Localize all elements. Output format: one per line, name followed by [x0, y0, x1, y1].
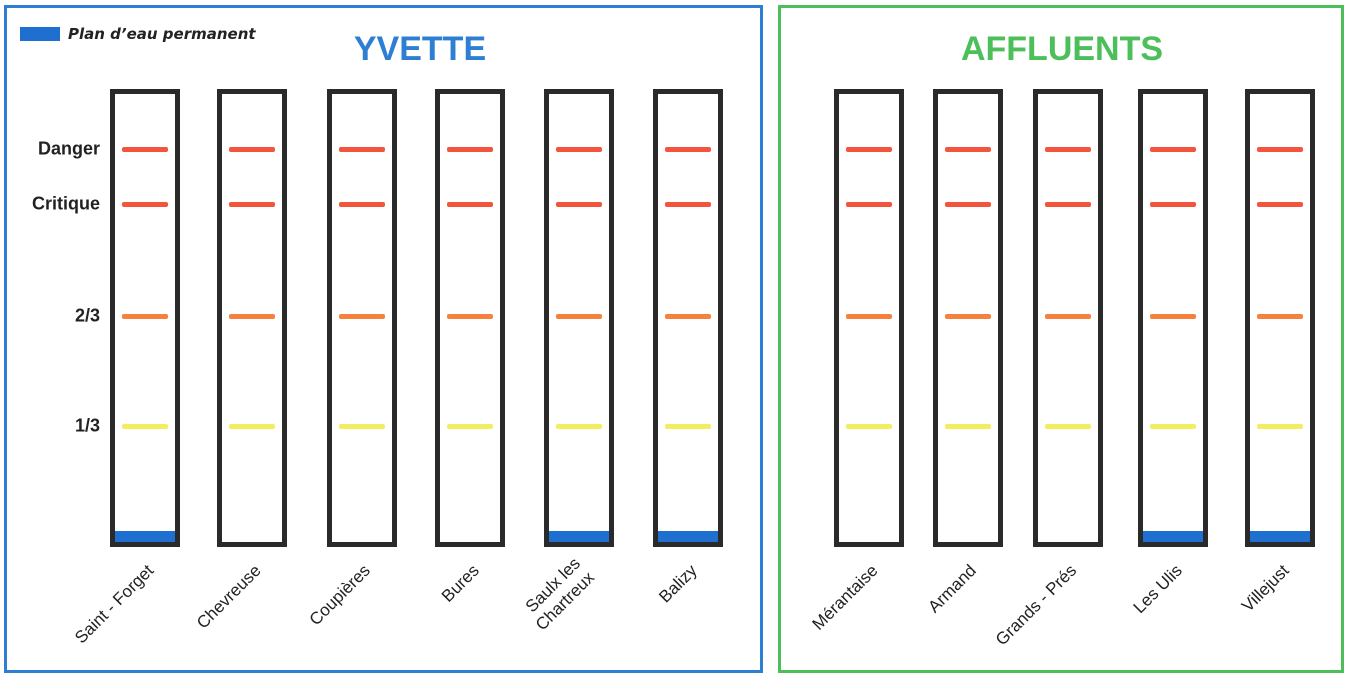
level-mark-deux-tiers	[339, 313, 385, 319]
level-mark-critique	[665, 201, 711, 207]
gauge-coupières	[327, 89, 397, 547]
level-mark-deux-tiers	[665, 313, 711, 319]
permanent-water-fill	[1250, 531, 1310, 542]
level-mark-critique	[1045, 201, 1091, 207]
permanent-water-fill	[115, 531, 175, 542]
level-label-danger: Danger	[37, 138, 100, 159]
level-mark-danger	[945, 147, 991, 153]
level-mark-danger	[1045, 147, 1091, 153]
level-mark-un-tiers	[229, 424, 275, 430]
level-mark-deux-tiers	[945, 313, 991, 319]
level-mark-critique	[1257, 201, 1303, 207]
gauge-saulx-les-chartreux	[544, 89, 614, 547]
yvette-title: YVETTE	[353, 30, 487, 68]
permanent-water-fill	[1143, 531, 1203, 542]
affluents-title: AFFLUENTS	[960, 30, 1164, 68]
level-mark-danger	[1150, 147, 1196, 153]
level-mark-danger	[665, 147, 711, 153]
level-mark-deux-tiers	[1150, 313, 1196, 319]
level-mark-danger	[229, 147, 275, 153]
permanent-water-fill	[658, 531, 718, 542]
permanent-water-swatch	[20, 27, 60, 41]
level-mark-un-tiers	[447, 424, 493, 430]
legend: Plan d’eau permanent	[20, 24, 256, 44]
level-mark-un-tiers	[1257, 424, 1303, 430]
level-mark-critique	[122, 201, 168, 207]
level-mark-deux-tiers	[229, 313, 275, 319]
level-mark-critique	[846, 201, 892, 207]
gauge-chevreuse	[217, 89, 287, 547]
gauge-mérantaise	[834, 89, 904, 547]
level-mark-danger	[1257, 147, 1303, 153]
level-mark-critique	[945, 201, 991, 207]
level-mark-danger	[447, 147, 493, 153]
affluents-panel	[778, 5, 1344, 673]
level-mark-deux-tiers	[1045, 313, 1091, 319]
level-mark-danger	[846, 147, 892, 153]
level-mark-danger	[339, 147, 385, 153]
level-mark-critique	[447, 201, 493, 207]
gauge-bures	[435, 89, 505, 547]
level-label-critique: Critique	[31, 193, 100, 214]
gauge-balizy	[653, 89, 723, 547]
legend-label: Plan d’eau permanent	[68, 25, 256, 43]
level-mark-deux-tiers	[1257, 313, 1303, 319]
gauge-armand	[933, 89, 1003, 547]
level-mark-un-tiers	[1150, 424, 1196, 430]
yvette-panel	[4, 5, 763, 673]
level-mark-un-tiers	[945, 424, 991, 430]
level-label-deux-tiers: 2/3	[74, 305, 100, 326]
gauge-les-ulis	[1138, 89, 1208, 547]
level-mark-deux-tiers	[846, 313, 892, 319]
level-mark-critique	[339, 201, 385, 207]
gauge-grands---prés	[1033, 89, 1103, 547]
level-label-un-tiers: 1/3	[74, 415, 100, 436]
level-mark-danger	[556, 147, 602, 153]
gauge-villejust	[1245, 89, 1315, 547]
level-mark-critique	[556, 201, 602, 207]
level-mark-un-tiers	[665, 424, 711, 430]
level-mark-un-tiers	[1045, 424, 1091, 430]
level-mark-critique	[229, 201, 275, 207]
level-mark-deux-tiers	[556, 313, 602, 319]
level-mark-danger	[122, 147, 168, 153]
level-mark-deux-tiers	[122, 313, 168, 319]
level-mark-un-tiers	[339, 424, 385, 430]
level-mark-deux-tiers	[447, 313, 493, 319]
level-mark-un-tiers	[556, 424, 602, 430]
level-mark-un-tiers	[122, 424, 168, 430]
gauge-saint---forget	[110, 89, 180, 547]
level-mark-critique	[1150, 201, 1196, 207]
level-mark-un-tiers	[846, 424, 892, 430]
permanent-water-fill	[549, 531, 609, 542]
